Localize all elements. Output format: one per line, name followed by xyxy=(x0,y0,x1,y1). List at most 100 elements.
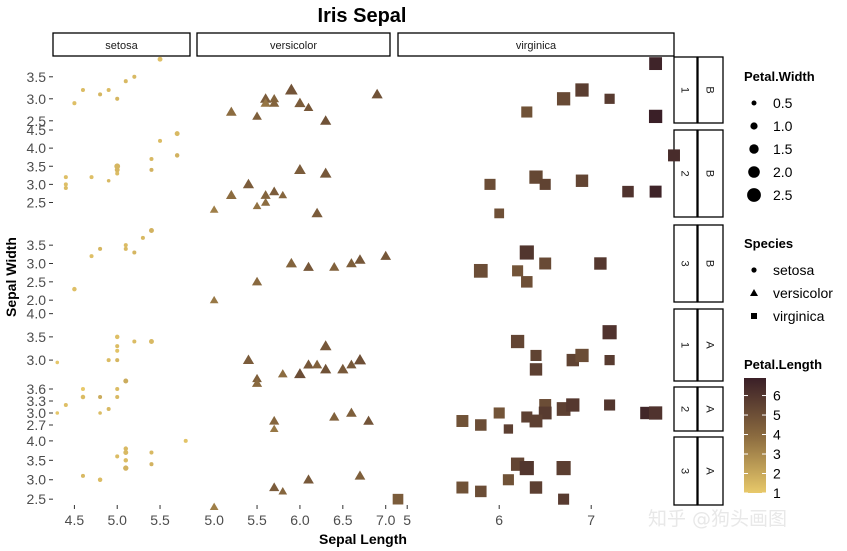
point-virginica xyxy=(539,257,552,270)
point-versicolor xyxy=(294,368,306,379)
point-virginica xyxy=(529,414,543,428)
strip-row-outer xyxy=(697,308,724,382)
point-setosa xyxy=(123,378,129,384)
point-virginica xyxy=(510,334,525,349)
point-virginica xyxy=(456,415,469,427)
point-setosa xyxy=(106,87,111,93)
point-versicolor xyxy=(346,407,357,417)
point-versicolor xyxy=(346,258,357,268)
strip-row-outer xyxy=(697,129,724,218)
point-versicolor xyxy=(303,102,314,111)
point-virginica xyxy=(604,354,615,366)
legend-shape-circle xyxy=(751,267,757,273)
y-tick-label: 3.5 xyxy=(27,158,47,174)
point-versicolor xyxy=(242,354,255,365)
y-tick-label: 3.0 xyxy=(27,405,47,421)
point-setosa xyxy=(98,92,103,97)
strip-col-label: setosa xyxy=(105,40,138,52)
point-virginica xyxy=(473,263,488,278)
strip-col-label: versicolor xyxy=(270,40,317,52)
point-versicolor xyxy=(311,207,323,218)
legend-size-label: 1.5 xyxy=(773,141,793,157)
strip-row-outer xyxy=(697,224,724,303)
point-setosa xyxy=(149,228,154,233)
point-versicolor xyxy=(337,363,349,374)
x-tick-label: 5.0 xyxy=(204,512,224,528)
point-setosa xyxy=(123,458,129,463)
point-setosa xyxy=(97,477,103,482)
point-virginica xyxy=(493,407,505,419)
point-setosa xyxy=(80,386,85,392)
legend-color-label: 3 xyxy=(773,446,781,462)
strip-row-inner-label: 2 xyxy=(679,170,691,176)
point-setosa xyxy=(55,411,60,415)
point-setosa xyxy=(63,175,68,180)
x-tick-label: 7.0 xyxy=(376,512,396,528)
legend-shape-label: virginica xyxy=(773,308,825,324)
point-versicolor xyxy=(277,369,288,378)
point-versicolor xyxy=(260,190,271,199)
point-virginica xyxy=(556,461,571,476)
strip-col-label: virginica xyxy=(516,40,557,52)
point-versicolor xyxy=(363,415,374,425)
x-tick-label: 6 xyxy=(495,512,503,528)
point-setosa xyxy=(140,235,145,240)
point-setosa xyxy=(72,286,77,292)
point-versicolor xyxy=(319,340,332,351)
point-virginica xyxy=(529,481,543,494)
legend-size-label: 1.0 xyxy=(773,118,793,134)
point-virginica xyxy=(512,265,524,277)
point-versicolor xyxy=(319,167,332,178)
y-tick-label: 2.5 xyxy=(27,195,47,211)
point-setosa xyxy=(123,243,128,248)
point-versicolor xyxy=(294,97,306,108)
chart-title: Iris Sepal xyxy=(318,5,407,27)
legend-size-label: 2.0 xyxy=(773,164,793,180)
y-tick-label: 3.6 xyxy=(27,381,47,397)
legend-shape-square xyxy=(751,313,757,319)
point-versicolor xyxy=(260,98,271,107)
strip-col xyxy=(52,32,191,57)
point-virginica xyxy=(575,348,589,363)
point-virginica xyxy=(530,349,542,361)
point-versicolor xyxy=(225,106,237,116)
legend-color-label: 1 xyxy=(773,485,781,501)
y-tick-label: 3.0 xyxy=(27,352,47,368)
point-versicolor xyxy=(251,378,263,387)
point-setosa xyxy=(80,87,85,93)
point-setosa xyxy=(123,446,129,451)
y-tick-label: 3.5 xyxy=(27,237,47,253)
strip-col xyxy=(196,32,391,57)
point-virginica xyxy=(604,93,615,104)
legend-shape-title: Species xyxy=(744,236,793,251)
point-setosa xyxy=(63,182,68,187)
strip-row-inner-label: 1 xyxy=(679,342,691,348)
legend-shape-items: setosa versicolor virginica xyxy=(750,262,833,324)
strip-row-outer-label: A xyxy=(704,467,716,475)
legend-color-label: 6 xyxy=(773,388,781,404)
point-setosa xyxy=(80,394,86,400)
y-tick-label: 4.5 xyxy=(27,122,47,138)
point-virginica xyxy=(475,485,487,498)
x-tick-label: 5.5 xyxy=(247,512,267,528)
point-setosa xyxy=(106,358,111,363)
point-versicolor xyxy=(353,353,367,365)
point-versicolor xyxy=(209,205,219,213)
point-setosa xyxy=(98,246,103,251)
point-virginica xyxy=(502,474,514,486)
y-tick-label: 3.5 xyxy=(27,452,47,468)
point-versicolor xyxy=(269,415,280,425)
strip-row-outer-label: A xyxy=(704,341,716,349)
y-tick-label: 3.3 xyxy=(27,393,47,409)
point-virginica xyxy=(529,363,543,376)
point-virginica xyxy=(556,92,571,106)
strip-row-inner xyxy=(673,224,698,303)
point-versicolor xyxy=(260,93,272,103)
strip-row-inner xyxy=(673,436,698,506)
point-versicolor xyxy=(303,359,314,369)
legend-size-key xyxy=(747,188,761,202)
point-virginica xyxy=(575,83,589,97)
point-versicolor xyxy=(225,189,237,200)
point-virginica xyxy=(594,257,607,270)
point-setosa xyxy=(89,175,94,180)
